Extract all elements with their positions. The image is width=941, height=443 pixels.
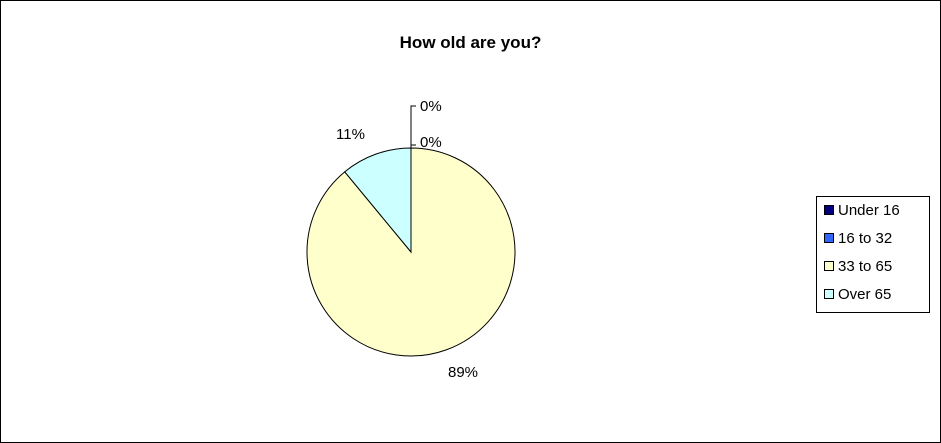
leader-line-16-to-32 [410,144,416,148]
legend-label: Under 16 [838,201,900,219]
legend-item-under-16: Under 16 [824,201,900,219]
chart-title: How old are you? [399,33,542,52]
legend-label: Over 65 [838,285,892,303]
slice-label-16-to-32: 0% [420,134,442,151]
leader-line-under-16 [410,105,416,148]
legend-item-16-to-32: 16 to 32 [824,229,892,247]
legend: Under 16 16 to 32 33 to 65 Over 65 [816,196,930,313]
legend-item-33-to-65: 33 to 65 [824,257,892,275]
slice-label-33-to-65: 89% [448,364,478,381]
legend-swatch [824,261,834,271]
legend-label: 33 to 65 [838,257,893,275]
legend-label: 16 to 32 [838,229,893,247]
pie-slice-over-65 [344,147,412,254]
legend-item-over-65: Over 65 [824,285,891,303]
slice-label-under-16: 0% [420,98,442,115]
legend-swatch [824,233,834,243]
slice-label-over-65: 11% [336,126,365,143]
legend-swatch [824,289,834,299]
legend-swatch [824,205,834,215]
